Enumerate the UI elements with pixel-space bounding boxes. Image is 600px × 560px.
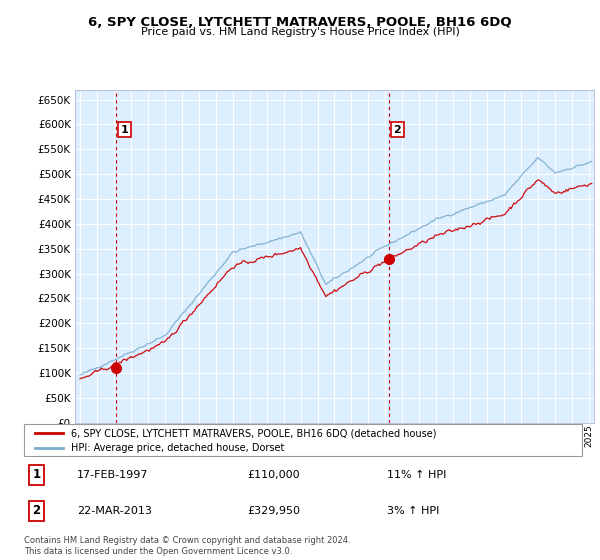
Text: Price paid vs. HM Land Registry's House Price Index (HPI): Price paid vs. HM Land Registry's House … [140, 27, 460, 37]
Text: 2: 2 [32, 504, 40, 517]
FancyBboxPatch shape [24, 424, 582, 456]
Text: 3% ↑ HPI: 3% ↑ HPI [387, 506, 439, 516]
Text: Contains HM Land Registry data © Crown copyright and database right 2024.
This d: Contains HM Land Registry data © Crown c… [24, 536, 350, 556]
Text: £329,950: £329,950 [247, 506, 300, 516]
Text: 17-FEB-1997: 17-FEB-1997 [77, 470, 149, 480]
Text: HPI: Average price, detached house, Dorset: HPI: Average price, detached house, Dors… [71, 443, 285, 453]
Text: 1: 1 [32, 468, 40, 481]
Text: 6, SPY CLOSE, LYTCHETT MATRAVERS, POOLE, BH16 6DQ (detached house): 6, SPY CLOSE, LYTCHETT MATRAVERS, POOLE,… [71, 428, 437, 438]
Text: 6, SPY CLOSE, LYTCHETT MATRAVERS, POOLE, BH16 6DQ: 6, SPY CLOSE, LYTCHETT MATRAVERS, POOLE,… [88, 16, 512, 29]
Text: 22-MAR-2013: 22-MAR-2013 [77, 506, 152, 516]
Text: £110,000: £110,000 [247, 470, 300, 480]
Text: 2: 2 [394, 124, 401, 134]
Text: 11% ↑ HPI: 11% ↑ HPI [387, 470, 446, 480]
Text: 1: 1 [120, 124, 128, 134]
